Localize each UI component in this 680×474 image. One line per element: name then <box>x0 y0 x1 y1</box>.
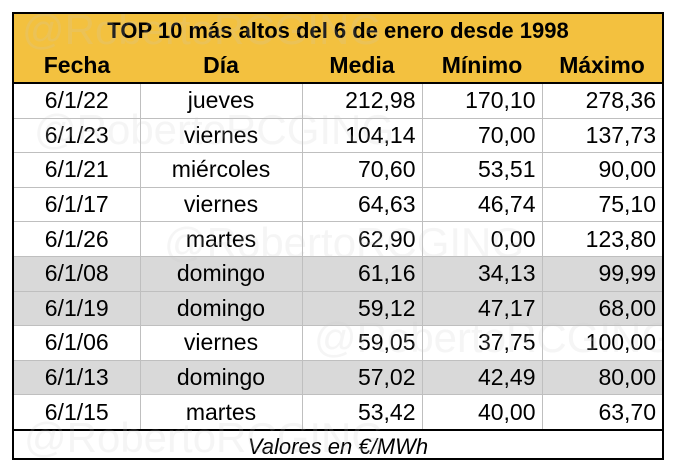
cell-dia: miércoles <box>140 152 303 188</box>
cell-media: 59,12 <box>302 291 423 327</box>
cell-maximo: 278,36 <box>542 83 663 119</box>
cell-dia: domingo <box>140 256 303 292</box>
table-row: 6/1/08 domingo 61,16 34,13 99,99 <box>14 256 663 292</box>
cell-media: 53,42 <box>302 394 423 431</box>
cell-minimo: 170,10 <box>422 83 543 119</box>
header-dia: Día <box>140 48 302 84</box>
cell-maximo: 100,00 <box>542 325 663 361</box>
cell-minimo: 37,75 <box>422 325 543 361</box>
cell-minimo: 70,00 <box>422 118 543 154</box>
cell-minimo: 47,17 <box>422 291 543 327</box>
cell-maximo: 137,73 <box>542 118 663 154</box>
cell-maximo: 99,99 <box>542 256 663 292</box>
cell-dia: martes <box>140 221 303 257</box>
cell-media: 212,98 <box>302 83 423 119</box>
table-row: 6/1/06 viernes 59,05 37,75 100,00 <box>14 325 663 361</box>
cell-fecha: 6/1/08 <box>14 256 141 292</box>
cell-fecha: 6/1/23 <box>14 118 141 154</box>
table-row: 6/1/23 viernes 104,14 70,00 137,73 <box>14 118 663 154</box>
cell-media: 61,16 <box>302 256 423 292</box>
cell-maximo: 68,00 <box>542 291 663 327</box>
table-title-row: TOP 10 más altos del 6 de enero desde 19… <box>14 14 663 48</box>
cell-minimo: 40,00 <box>422 394 543 431</box>
cell-maximo: 80,00 <box>542 360 663 396</box>
table-row: 6/1/15 martes 53,42 40,00 63,70 <box>14 394 663 431</box>
cell-fecha: 6/1/13 <box>14 360 141 396</box>
header-minimo: Mínimo <box>422 48 542 84</box>
table-row: 6/1/26 martes 62,90 0,00 123,80 <box>14 221 663 257</box>
table-row: 6/1/13 domingo 57,02 42,49 80,00 <box>14 360 663 396</box>
cell-fecha: 6/1/21 <box>14 152 141 188</box>
cell-media: 62,90 <box>302 221 423 257</box>
cell-fecha: 6/1/17 <box>14 187 141 223</box>
cell-fecha: 6/1/06 <box>14 325 141 361</box>
cell-dia: viernes <box>140 325 303 361</box>
cell-dia: jueves <box>140 83 303 119</box>
table-row: 6/1/22 jueves 212,98 170,10 278,36 <box>14 83 663 119</box>
data-table: TOP 10 más altos del 6 de enero desde 19… <box>14 14 663 463</box>
cell-media: 104,14 <box>302 118 423 154</box>
cell-dia: martes <box>140 394 303 431</box>
header-maximo: Máximo <box>542 48 663 84</box>
cell-dia: domingo <box>140 360 303 396</box>
table-row: 6/1/21 miércoles 70,60 53,51 90,00 <box>14 152 663 188</box>
cell-minimo: 46,74 <box>422 187 543 223</box>
cell-fecha: 6/1/15 <box>14 394 141 431</box>
units-note: Valores en €/MWh <box>14 428 663 463</box>
cell-maximo: 90,00 <box>542 152 663 188</box>
header-media: Media <box>302 48 422 84</box>
cell-maximo: 123,80 <box>542 221 663 257</box>
table-footer-row: Valores en €/MWh <box>14 428 663 463</box>
cell-media: 57,02 <box>302 360 423 396</box>
table-row: 6/1/19 domingo 59,12 47,17 68,00 <box>14 291 663 327</box>
table-row: 6/1/17 viernes 64,63 46,74 75,10 <box>14 187 663 223</box>
cell-media: 70,60 <box>302 152 423 188</box>
cell-dia: viernes <box>140 118 303 154</box>
cell-dia: domingo <box>140 291 303 327</box>
cell-maximo: 75,10 <box>542 187 663 223</box>
cell-minimo: 42,49 <box>422 360 543 396</box>
cell-minimo: 34,13 <box>422 256 543 292</box>
table-title: TOP 10 más altos del 6 de enero desde 19… <box>14 14 663 48</box>
table-body: 6/1/22 jueves 212,98 170,10 278,36 6/1/23 vier… <box>14 83 663 431</box>
table-frame: TOP 10 más altos del 6 de enero desde 19… <box>12 12 664 463</box>
header-fecha: Fecha <box>14 48 140 84</box>
cell-fecha: 6/1/19 <box>14 291 141 327</box>
cell-maximo: 63,70 <box>542 394 663 431</box>
cell-dia: viernes <box>140 187 303 223</box>
cell-fecha: 6/1/22 <box>14 83 141 119</box>
cell-minimo: 53,51 <box>422 152 543 188</box>
table-header-row: Fecha Día Media Mínimo Máximo <box>14 48 663 84</box>
cell-minimo: 0,00 <box>422 221 543 257</box>
cell-fecha: 6/1/26 <box>14 221 141 257</box>
cell-media: 64,63 <box>302 187 423 223</box>
cell-media: 59,05 <box>302 325 423 361</box>
